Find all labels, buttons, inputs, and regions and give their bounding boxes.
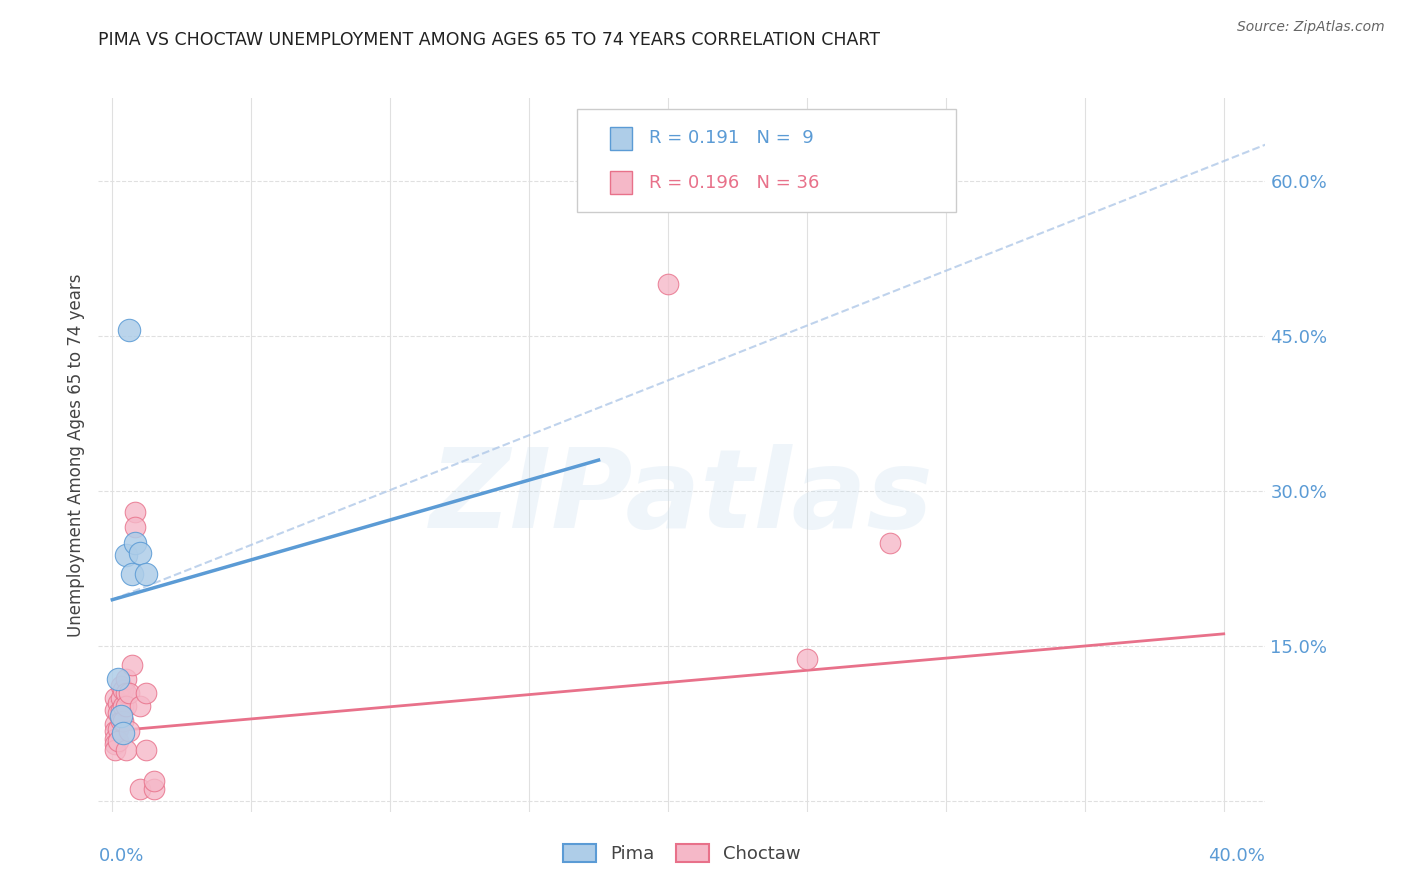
- Point: [118, 724, 141, 739]
- Point: [110, 679, 132, 693]
- Point: [657, 277, 679, 292]
- Point: [110, 708, 132, 723]
- Point: [124, 536, 146, 550]
- Point: [124, 505, 146, 519]
- Point: [121, 566, 143, 581]
- Point: [115, 673, 138, 687]
- Point: [104, 732, 127, 747]
- Point: [112, 714, 135, 728]
- Legend: Pima, Choctaw: Pima, Choctaw: [555, 837, 808, 871]
- Point: [104, 738, 127, 752]
- FancyBboxPatch shape: [610, 171, 631, 194]
- Point: [121, 657, 143, 672]
- Point: [107, 696, 129, 710]
- Text: R = 0.196   N = 36: R = 0.196 N = 36: [650, 174, 820, 192]
- Text: PIMA VS CHOCTAW UNEMPLOYMENT AMONG AGES 65 TO 74 YEARS CORRELATION CHART: PIMA VS CHOCTAW UNEMPLOYMENT AMONG AGES …: [98, 31, 880, 49]
- Point: [107, 734, 129, 748]
- Point: [135, 686, 157, 700]
- Point: [115, 699, 138, 714]
- Point: [124, 520, 146, 534]
- FancyBboxPatch shape: [576, 109, 956, 212]
- Point: [129, 546, 152, 560]
- Point: [107, 673, 129, 687]
- Text: R = 0.191   N =  9: R = 0.191 N = 9: [650, 129, 814, 147]
- Point: [129, 699, 152, 714]
- Point: [112, 682, 135, 697]
- Y-axis label: Unemployment Among Ages 65 to 74 years: Unemployment Among Ages 65 to 74 years: [66, 273, 84, 637]
- Point: [135, 742, 157, 756]
- Point: [104, 724, 127, 739]
- Point: [796, 651, 818, 665]
- Point: [118, 686, 141, 700]
- Point: [143, 781, 166, 796]
- Text: Source: ZipAtlas.com: Source: ZipAtlas.com: [1237, 20, 1385, 34]
- Point: [112, 699, 135, 714]
- Point: [135, 566, 157, 581]
- Point: [129, 781, 152, 796]
- Point: [104, 690, 127, 705]
- Point: [110, 703, 132, 717]
- Point: [110, 690, 132, 705]
- Point: [115, 686, 138, 700]
- Point: [110, 714, 132, 728]
- Point: [112, 726, 135, 740]
- Point: [104, 742, 127, 756]
- Point: [879, 536, 901, 550]
- Point: [143, 773, 166, 788]
- Text: 40.0%: 40.0%: [1209, 847, 1265, 865]
- Text: 0.0%: 0.0%: [98, 847, 143, 865]
- Point: [107, 722, 129, 736]
- Point: [115, 742, 138, 756]
- FancyBboxPatch shape: [610, 127, 631, 150]
- Point: [104, 716, 127, 731]
- Point: [104, 703, 127, 717]
- Point: [115, 548, 138, 562]
- Text: ZIPatlas: ZIPatlas: [430, 444, 934, 551]
- Point: [118, 323, 141, 337]
- Point: [107, 706, 129, 721]
